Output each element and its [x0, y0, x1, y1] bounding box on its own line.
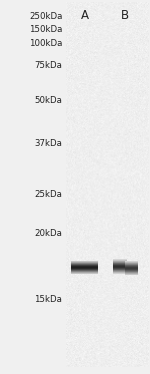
Text: 25kDa: 25kDa	[34, 190, 62, 199]
FancyBboxPatch shape	[66, 2, 148, 367]
Text: 100kDa: 100kDa	[29, 39, 62, 47]
Text: 15kDa: 15kDa	[34, 295, 62, 304]
Text: 150kDa: 150kDa	[29, 25, 62, 34]
Text: 37kDa: 37kDa	[34, 140, 62, 148]
Text: 20kDa: 20kDa	[34, 229, 62, 238]
Text: 75kDa: 75kDa	[34, 61, 62, 70]
Text: 50kDa: 50kDa	[34, 96, 62, 105]
Text: A: A	[81, 9, 89, 22]
Text: 250kDa: 250kDa	[29, 12, 62, 21]
Text: B: B	[121, 9, 129, 22]
